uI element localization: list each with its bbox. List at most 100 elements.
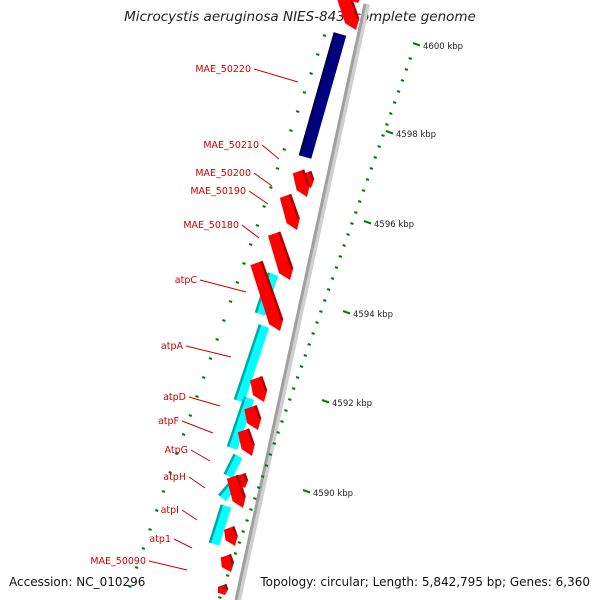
feature-track <box>208 0 362 595</box>
genome-summary: Topology: circular; Length: 5,842,795 bp… <box>260 575 590 589</box>
backbone-line <box>234 3 367 600</box>
minor-tick <box>388 112 393 115</box>
minor-tick <box>392 101 397 104</box>
gene-label: MAE_50220 <box>195 64 251 75</box>
inner-tick <box>295 110 300 113</box>
gene-label: atpH <box>163 472 186 483</box>
gene-leader-line <box>181 420 214 434</box>
minor-tick <box>346 233 350 236</box>
minor-tick <box>276 431 280 434</box>
forward-cds-atpc-edge <box>277 231 294 270</box>
major-tick <box>321 399 330 404</box>
gene-leader-line <box>248 190 269 205</box>
minor-tick <box>284 409 288 412</box>
rna-block-4-body <box>223 453 243 479</box>
minor-tick <box>319 310 323 313</box>
rna-block-3-edge <box>226 396 247 448</box>
forward-cds-atpi <box>226 474 246 508</box>
backbone <box>234 3 370 600</box>
reverse-cds-1 <box>298 32 347 159</box>
major-tick <box>342 310 351 315</box>
forward-cds-mae50200-edge <box>308 170 315 181</box>
minor-tick <box>338 255 343 258</box>
gene-leader-line <box>253 172 273 187</box>
forward-cds-atpc <box>268 231 294 280</box>
gene-label: MAE_50180 <box>183 220 239 231</box>
gene-leader-line <box>188 396 221 407</box>
minor-tick <box>287 398 292 401</box>
inner-tick <box>228 300 233 303</box>
gene-label: atp1 <box>149 534 171 545</box>
inner-tick <box>208 357 213 360</box>
scale-label: 4592 kbp <box>332 399 372 409</box>
minor-tick <box>377 145 381 148</box>
minor-tick <box>295 376 300 379</box>
inner-tick <box>302 91 307 94</box>
inner-tick <box>195 395 199 398</box>
minor-tick <box>381 134 385 137</box>
forward-cds-mae50180 <box>279 193 300 230</box>
forward-cds-atpf-edge <box>254 405 262 420</box>
gene-labels: MAE_50220 MAE_50210 MAE_50200 MAE_50190 MAE_… <box>90 64 299 571</box>
gene-leader-line <box>241 224 260 239</box>
inner-tick <box>161 490 166 493</box>
forward-cds-atp1 <box>223 526 238 546</box>
forward-cds-bottom <box>217 583 229 595</box>
minor-tick <box>256 486 261 489</box>
minor-tick <box>249 508 253 511</box>
minor-tick <box>280 420 284 423</box>
rna-block-2-body <box>233 324 270 403</box>
minor-tick <box>260 475 265 478</box>
minor-tick <box>311 332 315 335</box>
minor-tick <box>385 123 389 126</box>
inner-tick <box>175 452 179 455</box>
minor-tick <box>350 222 354 225</box>
inner-tick <box>201 376 206 379</box>
gene-label: atpF <box>158 416 179 427</box>
forward-cds-atph-edge <box>243 472 249 482</box>
minor-tick <box>241 530 245 533</box>
gene-label: MAE_50190 <box>190 186 246 197</box>
forward-cds-atpd <box>250 376 268 402</box>
minor-tick <box>396 90 401 93</box>
gene-label: MAE_50210 <box>203 140 259 151</box>
inner-tick <box>235 281 240 284</box>
minor-tick <box>237 541 242 544</box>
minor-tick <box>361 189 366 192</box>
forward-cds-mae50180-shape <box>279 193 300 230</box>
forward-cds-mae50090 <box>220 553 235 572</box>
inner-tick <box>262 205 266 208</box>
rna-block-4-edge <box>223 453 236 475</box>
minor-tick <box>315 321 319 324</box>
minor-tick <box>233 552 238 555</box>
scale-ticks: 4600 kbp 4598 kbp 4596 kbp 4594 kbp 4592 kbp… <box>128 34 463 599</box>
inner-tick <box>134 566 139 569</box>
forward-cds-atpa-shape <box>250 260 284 331</box>
gene-label: atpA <box>161 341 184 352</box>
scale-label: 4596 kbp <box>374 220 414 230</box>
minor-tick <box>268 453 273 456</box>
forward-cds-mae50090-edge <box>228 553 235 564</box>
inner-tick <box>222 319 226 322</box>
forward-cds-top-shape <box>350 0 362 3</box>
minor-tick <box>307 343 312 346</box>
inner-tick <box>242 262 246 265</box>
minor-tick <box>291 387 296 390</box>
minor-tick <box>354 211 358 214</box>
major-tick <box>385 130 394 135</box>
reverse-cds-1-body <box>298 32 347 159</box>
gene-leader-line <box>173 538 193 549</box>
map-title: Microcystis aeruginosa NIES-843, complet… <box>124 9 476 25</box>
forward-cds-bottom-edge <box>224 583 229 590</box>
minor-tick <box>404 68 409 71</box>
inner-tick <box>141 547 146 550</box>
minor-tick <box>299 365 304 368</box>
inner-tick <box>188 414 193 417</box>
gene-leader-line <box>185 345 232 358</box>
minor-tick <box>330 277 335 280</box>
gene-label: atpD <box>163 392 186 403</box>
forward-cds-atpc-shape <box>268 231 294 280</box>
minor-tick <box>400 79 405 82</box>
minor-tick <box>357 200 362 203</box>
